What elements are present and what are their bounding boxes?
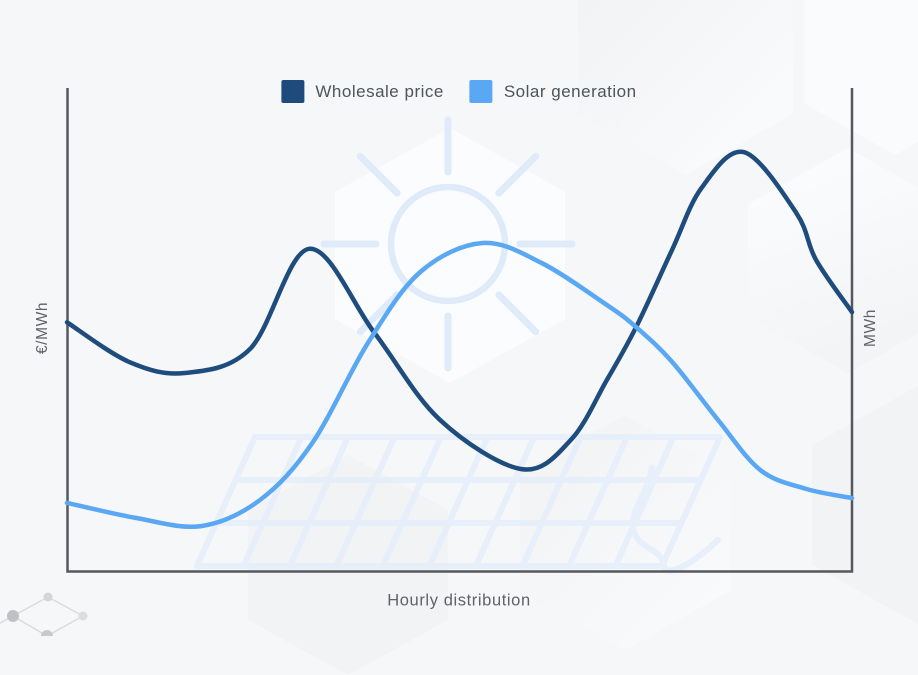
solar-generation-line bbox=[64, 240, 855, 529]
x-axis-label: Hourly distribution bbox=[387, 591, 531, 610]
solar-panel-icon bbox=[193, 434, 723, 574]
legend-item-wholesale-price: Wholesale price bbox=[281, 80, 443, 103]
solar-generation-label: Solar generation bbox=[503, 81, 637, 101]
wholesale-price-label: Wholesale price bbox=[315, 81, 444, 101]
watermark-layer bbox=[193, 116, 723, 574]
axis-lines bbox=[66, 88, 854, 573]
y-axis-right-label: MWh bbox=[862, 309, 879, 347]
wholesale-price-line bbox=[64, 149, 855, 472]
wholesale-price-swatch bbox=[281, 80, 305, 103]
chart-canvas: Wholesale price Solar generation €/MWh M… bbox=[0, 0, 918, 650]
solar-generation-swatch bbox=[469, 80, 493, 103]
legend-item-solar-generation: Solar generation bbox=[469, 80, 637, 103]
chart-legend: Wholesale price Solar generation bbox=[281, 80, 636, 103]
plot-layer bbox=[64, 88, 855, 573]
y-axis-left-label: €/MWh bbox=[34, 301, 51, 355]
network-nodes-icon bbox=[0, 592, 88, 636]
